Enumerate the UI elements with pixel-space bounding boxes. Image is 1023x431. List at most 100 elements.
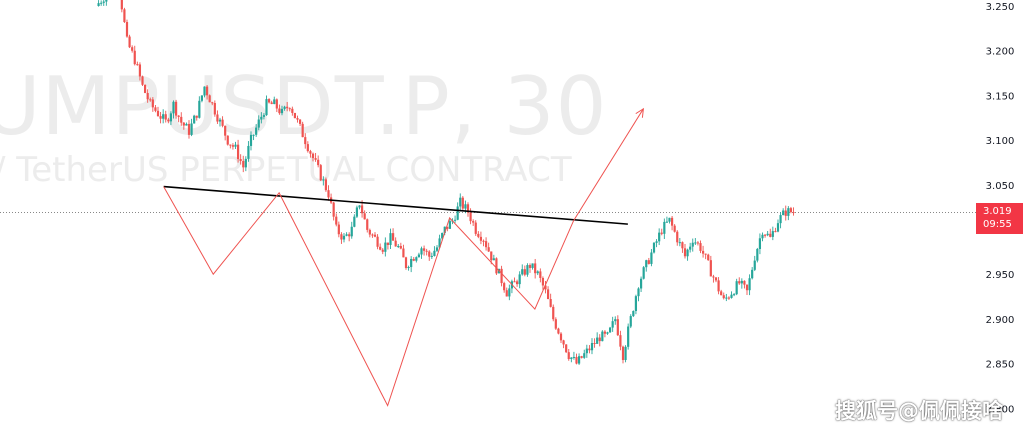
price-axis-tick: 3.150 [986,91,1015,102]
candle-body [169,113,173,122]
price-axis-tick: 3.050 [986,181,1015,192]
candle-body [195,115,198,118]
candle-body [131,47,134,51]
candle-body [503,283,506,291]
candle-body [484,241,488,248]
candle-body [306,144,309,152]
candle-body [412,258,415,261]
candle-body [373,234,377,237]
candle-body [730,294,733,298]
candle-body [265,99,268,116]
candle-body [567,352,570,360]
candle-body [102,1,105,3]
candle-body [472,221,475,223]
candle-body [624,346,627,360]
candle-body [691,242,694,247]
candle-body [304,137,307,145]
candle-body [260,116,263,120]
candle-body [368,229,371,235]
candle-body [466,204,470,213]
candle-body [128,36,131,48]
candle-body [753,260,756,270]
candle-body [534,263,537,274]
candle-body [681,242,684,249]
candle-body [709,260,712,277]
candle-body [696,242,700,244]
candle-body [771,231,774,237]
candle-body [141,76,144,85]
candle-body [379,246,382,250]
credit-watermark: 搜狐号@佩佩接啥 [835,399,1003,423]
candle-body [792,212,795,214]
candle-body [203,86,206,96]
price-axis-tick: 2.850 [986,360,1015,371]
candle-body [505,290,508,297]
candle-body [508,288,511,297]
candle-body [769,233,772,237]
candle-body [621,346,625,360]
candle-body [722,295,725,299]
candle-body [185,123,188,126]
candle-body [438,238,441,248]
candle-body [154,107,157,111]
candle-body [422,248,426,251]
candle-body [727,297,731,299]
candle-body [301,123,304,138]
candle-body [650,252,653,264]
candle-body [255,127,258,135]
candle-body [446,226,449,229]
candle-body [293,112,297,119]
candle-body [319,165,322,181]
candle-body [453,219,457,221]
candle-body [381,249,384,252]
candle-body [686,249,689,257]
candle-body [298,119,302,124]
candle-body [699,243,702,251]
candle-body [536,271,539,274]
candle-body [360,205,364,214]
candle-body [231,145,235,147]
candle-body [732,294,736,296]
candle-body [660,232,663,234]
candle-body [479,236,483,241]
candle-body [459,197,462,207]
candle-body [570,357,573,360]
candle-body [399,245,402,249]
candle-body [652,242,656,253]
candle-body [120,0,123,10]
candle-body [340,234,343,240]
candle-body [774,231,777,233]
candle-body [717,280,720,292]
candle-body [252,134,255,136]
candle-body [182,122,185,126]
candle-body [608,327,612,333]
candle-body [249,134,253,146]
candle-body [376,236,379,247]
candle-body [745,284,749,291]
candle-body [629,316,632,327]
candle-body [430,255,433,257]
candle-body [655,241,658,243]
candle-body [766,233,769,236]
price-axis-tick: 2.800 [986,404,1015,415]
candle-body [614,319,617,322]
candle-body [257,119,260,128]
candle-body [262,115,266,117]
candle-body [177,115,180,117]
candle-body [213,103,216,115]
candle-body [647,260,650,264]
candle-body [469,212,472,222]
candle-body [487,247,490,252]
candle-body [224,125,227,136]
candle-body [663,221,666,234]
candle-body [756,248,759,261]
candle-body [366,219,369,230]
candle-body [273,99,276,105]
candle-body [280,108,284,114]
description-watermark: / TetherUS PERPETUAL CONTRACT [0,150,572,190]
candle-body [526,265,529,275]
symbol-watermark: UMPUSDT.P, 30 [0,60,608,153]
candle-body [353,216,356,227]
candle-body [740,280,743,284]
